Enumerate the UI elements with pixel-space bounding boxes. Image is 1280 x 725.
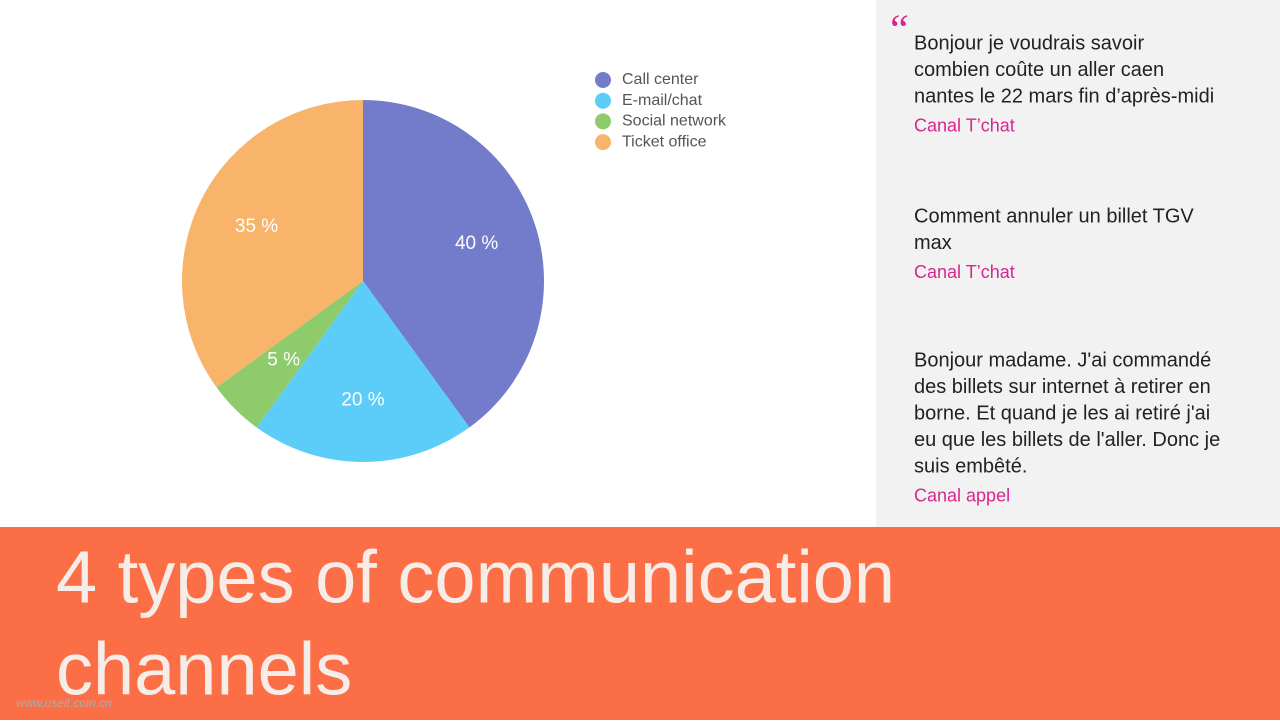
legend-label: E-mail/chat — [622, 92, 703, 109]
quote-line: des billets sur internet à retirer en — [914, 376, 1211, 398]
quote-line: eu que les billets de l'aller. Donc je — [914, 429, 1220, 451]
quote-line: nantes le 22 mars fin d’après-midi — [914, 85, 1214, 107]
quote-channel: Canal appel — [914, 485, 1010, 505]
quote-mark: “ — [886, 8, 909, 54]
legend-swatch — [595, 113, 611, 130]
slice-label: 35 % — [235, 216, 278, 237]
quote-line: borne. Et quand je les ai retiré j'ai — [914, 402, 1210, 424]
legend-swatch — [595, 72, 611, 88]
quote-line: Comment annuler un billet TGV — [914, 205, 1194, 227]
quote-channel: Canal T’chat — [914, 115, 1015, 135]
legend-swatch — [595, 134, 611, 151]
quote-panel — [876, 0, 1280, 527]
slice-label: 20 % — [341, 389, 384, 410]
banner — [0, 527, 1280, 720]
quote-line: max — [914, 232, 952, 254]
banner-title: channels — [56, 628, 352, 711]
legend-label: Ticket office — [622, 133, 707, 150]
pie-slice — [363, 100, 544, 428]
pie-slice — [216, 281, 363, 428]
quote-line: suis embêté. — [914, 455, 1027, 477]
quotes: Bonjour je voudrais savoir combien coûte … — [914, 32, 1220, 505]
banner-text: 4 types of communication channels — [56, 536, 895, 711]
quote-line: combien coûte un aller caen — [914, 59, 1164, 81]
quote-line: Bonjour je voudrais savoir — [914, 32, 1144, 54]
slice-label: 5 % — [267, 349, 300, 370]
banner-title: 4 types of communication — [56, 536, 895, 619]
quote-channel: Canal T’chat — [914, 262, 1015, 282]
quote-line: Bonjour madame. J'ai commandé — [914, 349, 1211, 371]
watermark: www.useit.com.cn — [16, 696, 112, 710]
legend-label: Social network — [622, 113, 727, 130]
pie-slice — [182, 100, 363, 388]
pie-chart: 40 % 20 % 5 % 35 % Call center E-mail/chat Soc… — [182, 71, 727, 463]
legend-swatch — [595, 92, 611, 109]
legend-label: Call center — [622, 71, 699, 88]
pie-slice — [256, 281, 470, 463]
slice-label: 40 % — [455, 233, 498, 254]
